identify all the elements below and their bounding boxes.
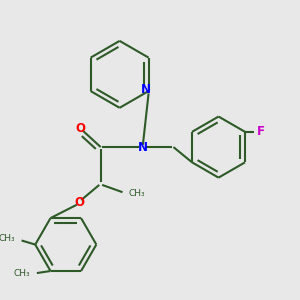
Text: CH₃: CH₃ xyxy=(0,234,15,243)
Text: CH₃: CH₃ xyxy=(14,269,30,278)
Text: F: F xyxy=(256,125,265,138)
Text: O: O xyxy=(75,122,85,135)
Text: N: N xyxy=(141,83,151,96)
Text: N: N xyxy=(138,141,148,154)
Text: O: O xyxy=(74,196,84,209)
Text: CH₃: CH₃ xyxy=(128,189,145,198)
